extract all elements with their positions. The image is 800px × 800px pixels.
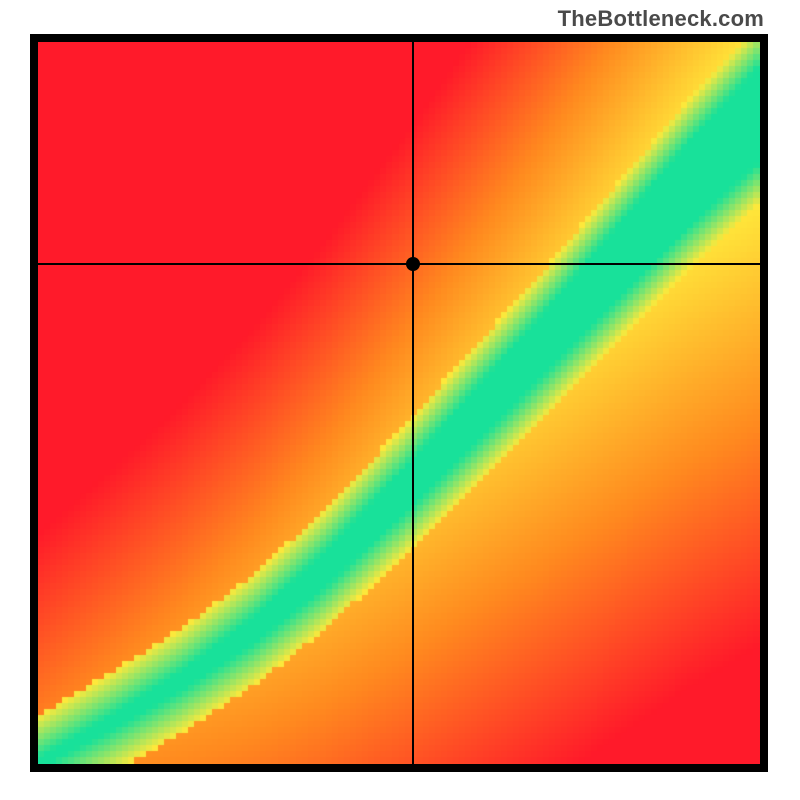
frame-border-left	[30, 34, 38, 772]
root-container: TheBottleneck.com	[0, 0, 800, 800]
crosshair-horizontal	[38, 263, 760, 265]
bottleneck-heatmap	[38, 42, 760, 764]
crosshair-vertical	[412, 42, 414, 764]
watermark-text: TheBottleneck.com	[558, 6, 764, 32]
frame-border-bottom	[32, 764, 764, 772]
crosshair-marker	[406, 257, 420, 271]
frame-border-top	[32, 34, 764, 42]
frame-border-right	[760, 34, 768, 772]
